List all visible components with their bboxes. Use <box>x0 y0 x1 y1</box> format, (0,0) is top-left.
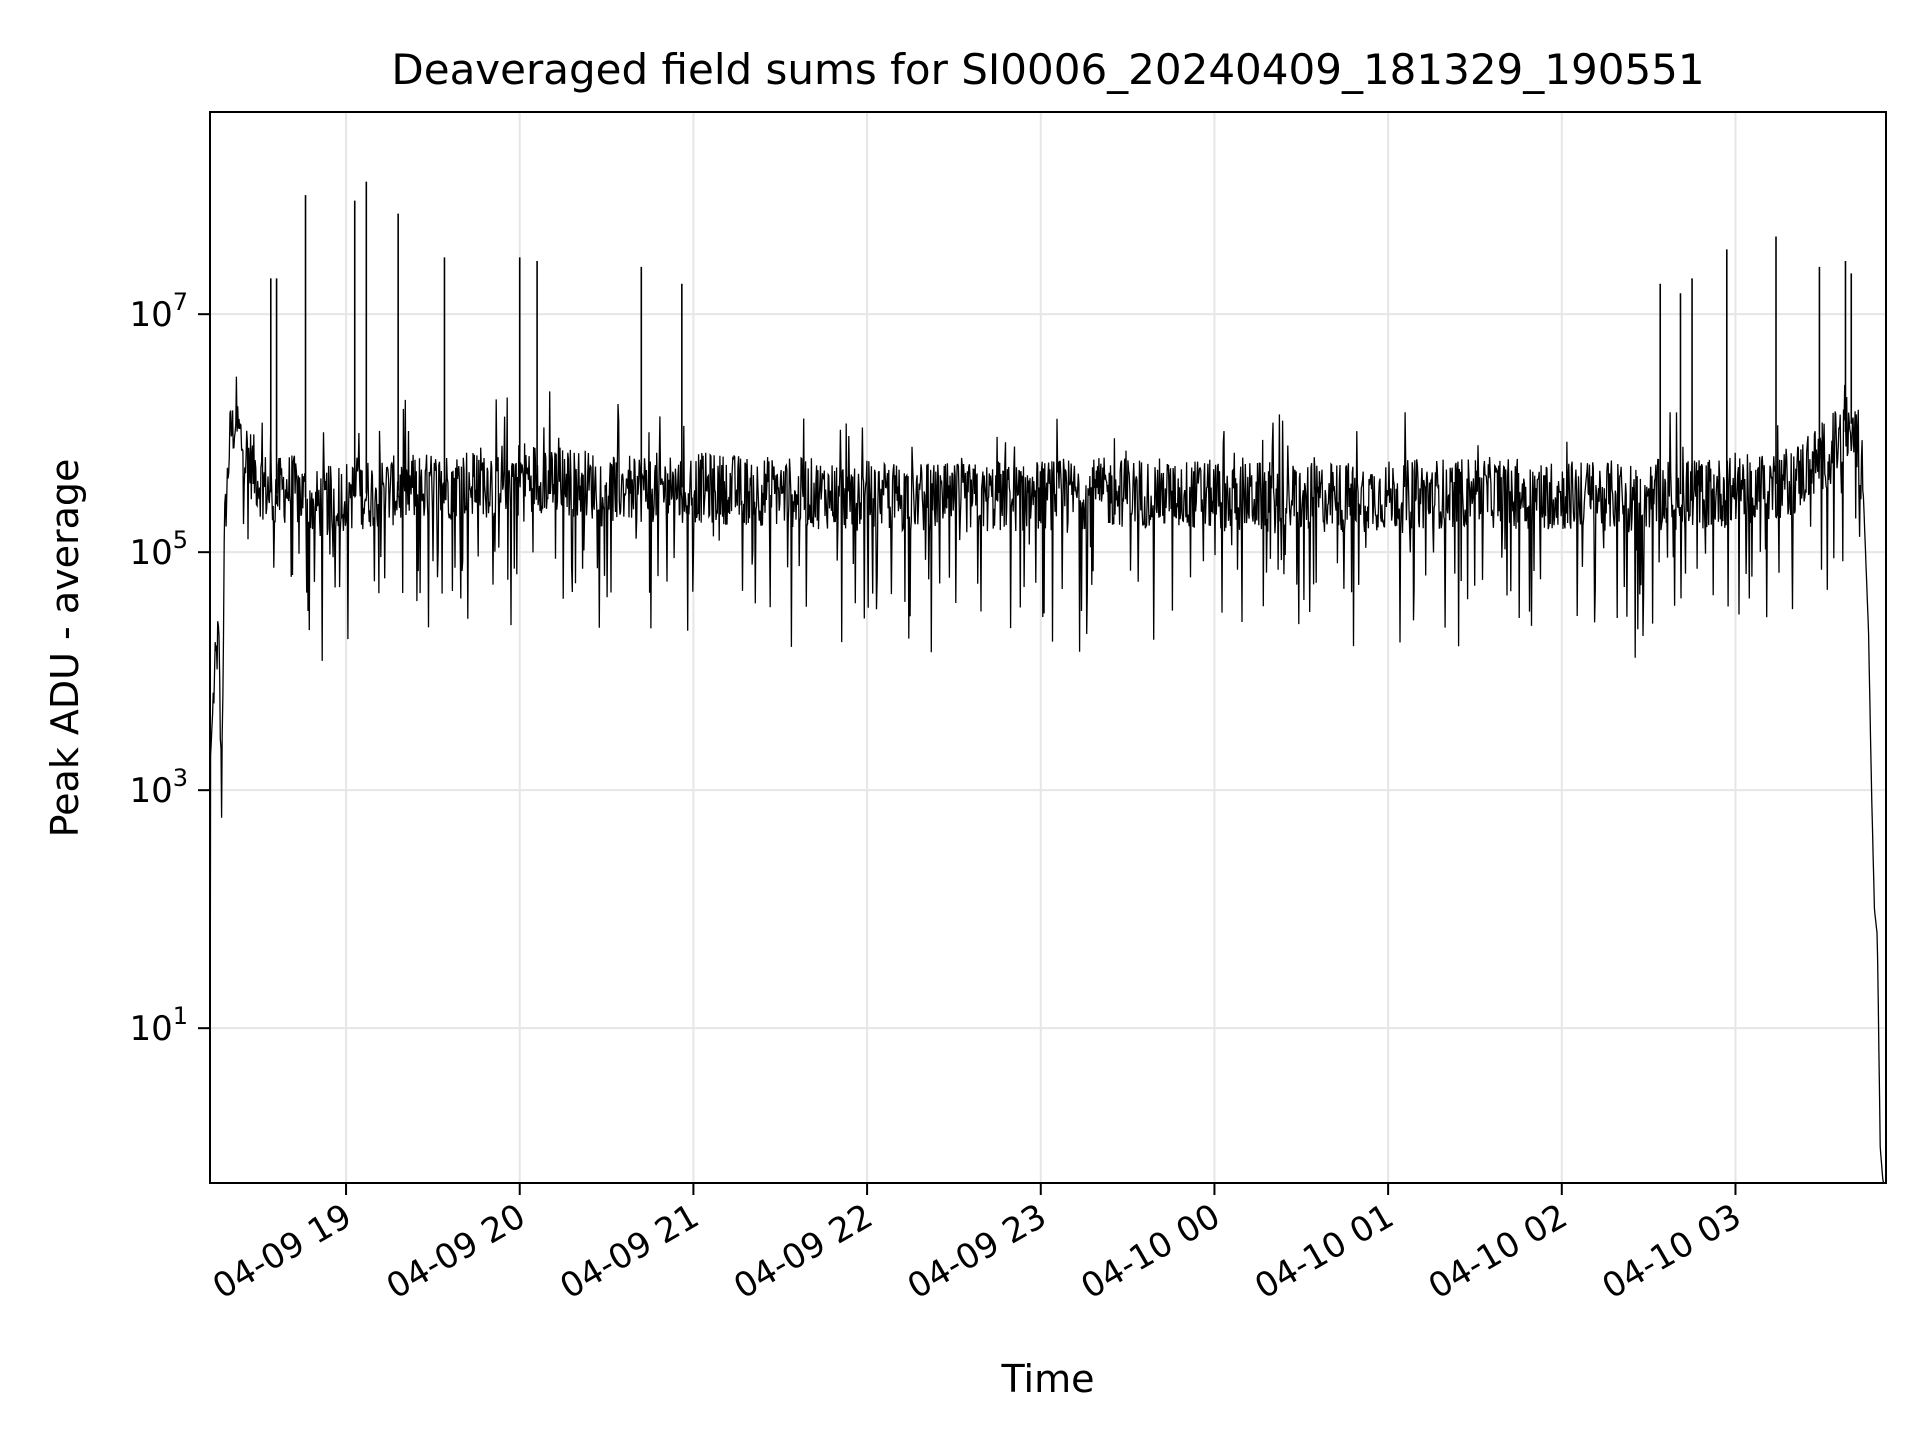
plot-area <box>210 181 1886 1183</box>
y-tick-base: 10 <box>129 1009 172 1049</box>
y-tick-base: 10 <box>129 533 172 573</box>
x-axis-label: Time <box>1001 1357 1095 1401</box>
y-axis-label: Peak ADU - average <box>43 459 87 838</box>
y-tick-base: 10 <box>129 771 172 811</box>
y-tick-label: 101 <box>129 1002 188 1049</box>
plot-frame <box>209 111 1887 1184</box>
grid <box>210 112 1886 1183</box>
chart-title: Deaveraged field sums for SI0006_2024040… <box>391 45 1704 94</box>
y-tick-exponent: 3 <box>173 764 188 792</box>
series-line <box>210 376 1886 1183</box>
y-tick-label: 103 <box>129 764 188 811</box>
y-tick-label: 105 <box>129 526 188 573</box>
y-tick-exponent: 7 <box>173 288 188 316</box>
y-tick-exponent: 1 <box>173 1002 188 1030</box>
y-tick-exponent: 5 <box>173 526 188 554</box>
y-tick-base: 10 <box>129 295 172 335</box>
y-tick-label: 107 <box>129 288 188 335</box>
